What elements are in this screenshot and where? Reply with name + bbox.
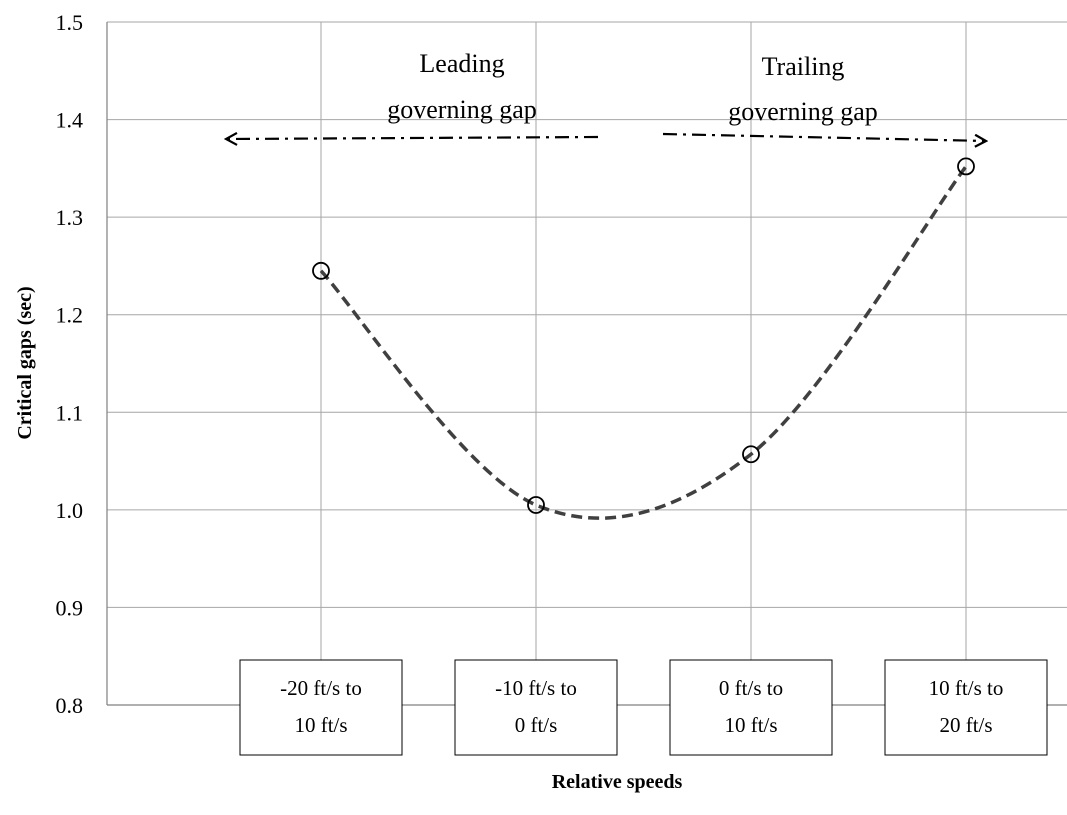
axes <box>106 22 1067 706</box>
category-box <box>454 659 618 756</box>
gridlines <box>107 21 1067 705</box>
category-box <box>884 659 1048 756</box>
y-axis-title: Critical gaps (sec) <box>14 286 36 439</box>
y-tick-label: 1.4 <box>56 108 84 133</box>
data-point <box>957 157 975 176</box>
annotation-trailing-line1: Trailing <box>762 52 845 81</box>
data-point <box>527 496 545 514</box>
series <box>312 157 975 520</box>
leading-arrow <box>226 137 599 139</box>
y-tick-label: 0.8 <box>56 693 84 718</box>
y-tick-label: 1.2 <box>56 303 84 328</box>
y-tick-label: 1.0 <box>56 498 84 523</box>
y-tick-label: 1.3 <box>56 205 84 230</box>
category-label-line2: 10 ft/s <box>294 713 347 737</box>
y-tick-labels: 0.8 0.9 1.0 1.1 1.2 1.3 1.4 1.5 <box>56 10 84 718</box>
category-box <box>669 659 833 756</box>
y-tick-label: 1.1 <box>56 400 84 425</box>
category-label-line2: 20 ft/s <box>939 713 992 737</box>
category-label-line1: 10 ft/s to <box>929 676 1004 700</box>
annotations: Leading governing gap Trailing governing… <box>226 49 986 141</box>
annotation-trailing-line2: governing gap <box>728 97 877 126</box>
category-label-line2: 0 ft/s <box>515 713 558 737</box>
category-boxes: -20 ft/s to 10 ft/s -10 ft/s to 0 ft/s 0 ft/… <box>239 659 1048 756</box>
data-point <box>742 445 760 464</box>
annotation-leading-line2: governing gap <box>387 95 536 124</box>
category-box <box>239 659 403 756</box>
y-tick-label: 1.5 <box>56 10 84 35</box>
trailing-arrow <box>662 132 986 141</box>
category-label-line1: -10 ft/s to <box>495 676 577 700</box>
series-line <box>319 165 968 520</box>
category-label-line1: -20 ft/s to <box>280 676 362 700</box>
x-axis-title: Relative speeds <box>552 771 683 793</box>
y-tick-label: 0.9 <box>56 595 84 620</box>
data-point <box>312 261 330 280</box>
annotation-leading-line1: Leading <box>419 49 504 78</box>
category-label-line2: 10 ft/s <box>724 713 777 737</box>
category-label-line1: 0 ft/s to <box>719 676 783 700</box>
